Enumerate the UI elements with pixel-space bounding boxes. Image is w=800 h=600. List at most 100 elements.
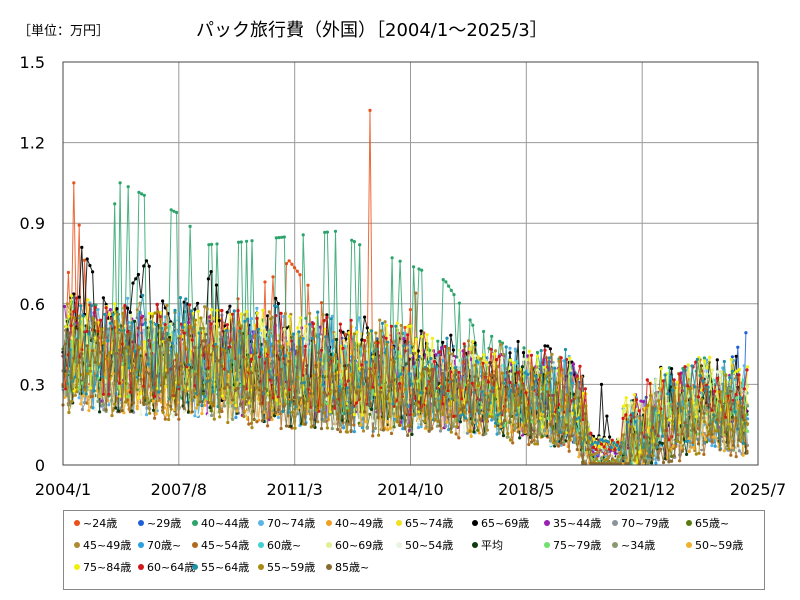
data-point [449, 288, 453, 292]
data-point [111, 372, 115, 376]
data-point [416, 349, 420, 353]
data-point [142, 264, 146, 268]
data-point [354, 405, 359, 409]
data-point [91, 270, 95, 274]
data-point [235, 409, 239, 413]
data-point [729, 453, 733, 457]
data-point [151, 399, 156, 403]
data-point [220, 409, 224, 414]
x-tick-label: 2021/12 [609, 480, 675, 499]
data-point [476, 355, 480, 359]
data-point [499, 343, 503, 347]
data-point [486, 352, 490, 357]
data-point [419, 329, 423, 333]
data-point [360, 426, 364, 430]
data-point [390, 256, 394, 260]
data-point [151, 408, 156, 412]
data-point [468, 318, 472, 322]
data-point [175, 210, 179, 215]
data-point [247, 422, 251, 426]
data-point [654, 378, 658, 382]
data-point [556, 444, 561, 448]
data-point [196, 301, 200, 305]
data-point [118, 181, 122, 185]
data-point [236, 297, 240, 301]
data-point [457, 363, 461, 367]
data-point [447, 284, 451, 288]
data-point [457, 436, 461, 440]
data-point [737, 449, 742, 453]
data-point [171, 414, 175, 418]
y-tick-label: 1.5 [20, 53, 45, 72]
data-point [298, 273, 302, 277]
data-point [96, 399, 100, 403]
data-point [293, 266, 297, 270]
data-point [444, 424, 448, 428]
data-point [466, 339, 471, 343]
data-point [126, 306, 130, 310]
data-point [412, 265, 416, 269]
data-point [330, 314, 334, 318]
data-point [247, 412, 251, 417]
data-point [263, 280, 267, 284]
data-point [93, 408, 97, 412]
data-point [204, 324, 208, 328]
data-point [139, 412, 143, 417]
data-point [136, 272, 140, 277]
data-point [358, 243, 362, 247]
data-point [734, 354, 738, 358]
data-point [101, 402, 105, 407]
data-point [522, 346, 526, 350]
data-point [338, 423, 342, 427]
data-point [660, 441, 665, 445]
data-point [734, 455, 738, 459]
y-tick-label: 0.6 [20, 295, 45, 314]
data-point [282, 418, 286, 422]
data-point [82, 258, 87, 262]
data-point [116, 409, 121, 413]
data-point [688, 441, 693, 445]
data-point [420, 268, 424, 272]
data-point [304, 316, 308, 320]
data-point [462, 378, 466, 382]
data-point [457, 301, 461, 305]
data-point [154, 412, 158, 416]
data-point [144, 259, 149, 263]
data-point [408, 308, 412, 312]
data-point [718, 373, 722, 377]
y-tick-label: 1.2 [20, 134, 45, 153]
data-point [352, 430, 356, 434]
data-point [444, 280, 448, 284]
data-point [207, 243, 211, 247]
data-point [147, 264, 151, 268]
data-point [223, 404, 227, 408]
data-point [182, 410, 186, 414]
data-point [177, 417, 181, 421]
data-point [277, 236, 281, 240]
data-point [373, 426, 377, 430]
data-point [389, 431, 394, 436]
data-point [250, 239, 254, 243]
data-point [267, 310, 271, 314]
data-point [681, 366, 685, 371]
data-point [403, 325, 407, 330]
data-point [161, 299, 165, 303]
data-point [66, 270, 70, 275]
data-point [135, 308, 139, 312]
data-point [477, 431, 481, 435]
data-point [101, 296, 105, 300]
data-point [301, 233, 305, 237]
data-point [249, 317, 254, 321]
data-point [321, 313, 325, 317]
data-point [131, 281, 135, 285]
data-point [341, 330, 345, 334]
data-point [325, 230, 329, 234]
data-point [511, 441, 515, 445]
data-point [153, 416, 157, 420]
data-point [546, 344, 550, 348]
data-point [163, 417, 167, 421]
data-point [501, 434, 506, 438]
data-point [304, 324, 308, 328]
data-point [518, 436, 522, 440]
data-point [209, 270, 213, 274]
